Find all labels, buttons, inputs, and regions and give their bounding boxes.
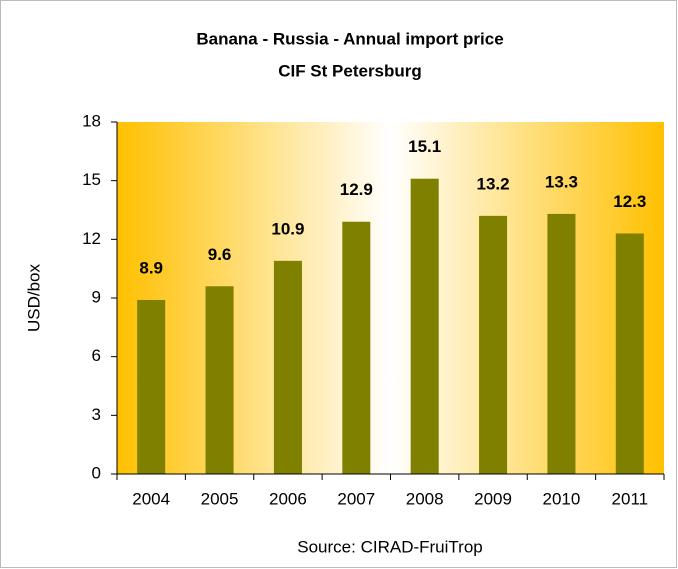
x-tick-label: 2009	[474, 489, 512, 508]
x-tick-label: 2005	[201, 489, 239, 508]
x-tick-label: 2007	[337, 489, 375, 508]
y-tick-label: 12	[82, 229, 101, 248]
x-tick-label: 2008	[406, 489, 444, 508]
value-label: 15.1	[408, 137, 441, 156]
value-label: 12.9	[340, 180, 373, 199]
bar	[205, 286, 234, 474]
y-tick-label: 6	[92, 346, 101, 365]
chart-subtitle: CIF St Petersburg	[278, 61, 422, 80]
value-label: 10.9	[271, 219, 304, 238]
value-label: 8.9	[139, 258, 163, 277]
value-label: 13.2	[477, 174, 510, 193]
value-label: 12.3	[613, 192, 646, 211]
bar	[410, 178, 439, 474]
y-tick-label: 9	[92, 287, 101, 306]
x-tick-label: 2011	[612, 489, 649, 508]
y-axis-label: USD/box	[24, 263, 43, 332]
chart-title: Banana - Russia - Annual import price	[196, 29, 503, 48]
bar	[479, 215, 508, 474]
x-tick-label: 2004	[132, 489, 170, 508]
y-tick-label: 15	[82, 170, 101, 189]
bar	[273, 260, 302, 474]
x-tick-label: 2010	[543, 489, 581, 508]
value-label: 9.6	[208, 245, 232, 264]
bar	[615, 233, 644, 474]
y-tick-label: 0	[92, 463, 101, 482]
y-tick-label: 18	[82, 111, 101, 130]
value-label: 13.3	[545, 172, 578, 191]
bar	[137, 299, 166, 474]
y-tick-label: 3	[92, 405, 101, 424]
plot-area	[117, 122, 664, 474]
bar	[547, 213, 576, 474]
x-tick-label: 2006	[269, 489, 307, 508]
bar	[342, 221, 371, 474]
source: Source: CIRAD-FruiTrop	[297, 537, 482, 556]
